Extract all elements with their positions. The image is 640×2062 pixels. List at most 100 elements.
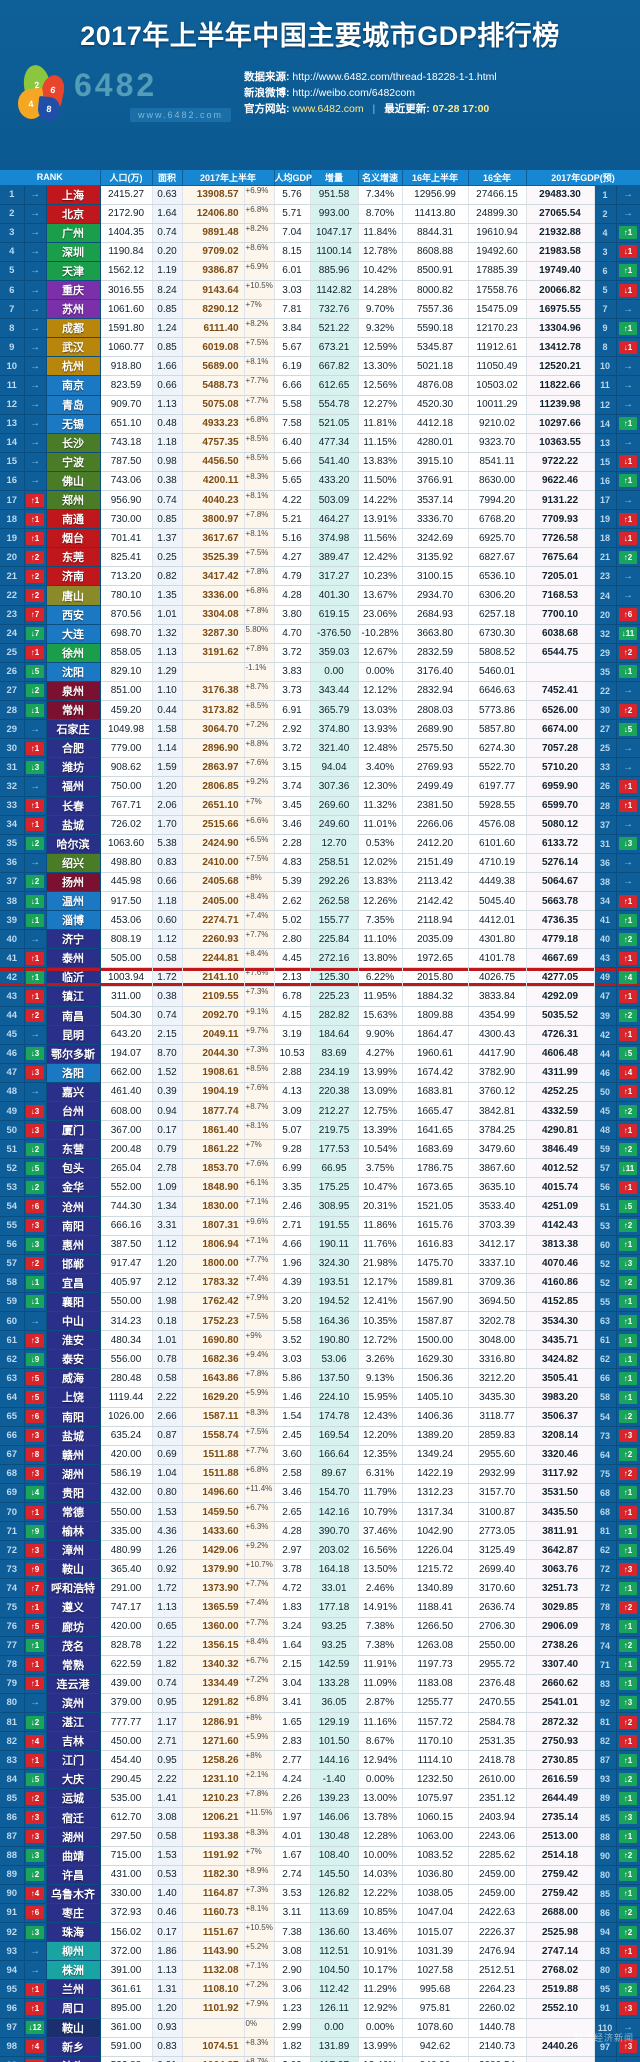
th-area[interactable]: 面积 — [152, 170, 183, 186]
th-per-capita[interactable]: 人均GDP — [274, 170, 312, 186]
table-row[interactable]: 52 ↓5 包头 265.04 2.78 1853.70 +7.6% 6.99 66.95 3.7… — [0, 1158, 640, 1179]
th-population[interactable]: 人口(万) — [100, 170, 153, 186]
th-full-2016[interactable]: 16全年 — [468, 170, 527, 186]
table-row[interactable]: 35 ↓2 哈尔滨 1063.60 5.38 2424.90 +6.5% 2.28 12.70 0… — [0, 834, 640, 854]
th-increment[interactable]: 增量 — [310, 170, 359, 186]
table-row[interactable]: 29 → 石家庄 1049.98 1.58 3064.70 +7.2% 2.92 374.80 1… — [0, 719, 640, 740]
table-row[interactable]: 77 ↑1 茂名 828.78 1.22 1356.15 +8.4% 1.64 93.25 7.3… — [0, 1636, 640, 1656]
table-row[interactable]: 84 ↓5 大庆 290.45 2.22 1231.10 +2.1% 4.24 -1.40 0.0… — [0, 1769, 640, 1790]
table-row[interactable]: 73 ↑9 鞍山 365.40 0.92 1379.90 +10.7% 3.78 164.18 1… — [0, 1559, 640, 1580]
table-row[interactable]: 9 → 武汉 1060.77 0.85 6019.08 +7.5% 5.67 673.21 12.… — [0, 337, 640, 358]
table-row[interactable]: 26 ↓5 沈阳 829.10 1.29 -1.1% 3.83 0.00 0.00% 3176.4… — [0, 662, 640, 682]
table-row[interactable]: 57 ↑2 邯郸 917.47 1.20 1800.00 +7.7% 1.96 324.30 21… — [0, 1254, 640, 1274]
source-url[interactable]: http://www.6482.com/thread-18228-1-1.htm… — [292, 71, 497, 83]
table-row[interactable]: 80 → 滨州 379.00 0.95 1291.82 +6.8% 3.41 36.05 2.87… — [0, 1693, 640, 1714]
table-row[interactable]: 43 ↑1 镇江 311.00 0.38 2109.55 +7.3% 6.78 225.23 11… — [0, 986, 640, 1007]
table-row[interactable]: 40 → 济宁 808.19 1.12 2260.93 +7.7% 2.80 225.84 11.… — [0, 929, 640, 950]
table-row[interactable]: 12 → 青岛 909.70 1.13 5075.08 +7.7% 5.58 554.78 12.… — [0, 395, 640, 415]
table-row[interactable]: 4 → 深圳 1190.84 0.20 9709.02 +8.6% 8.15 1100.14 12… — [0, 242, 640, 262]
table-row[interactable]: 42 ↑1 临沂 1003.94 1.72 2141.10 +7.6% 2.13 125.30 6… — [0, 967, 640, 988]
table-row[interactable]: 17 ↑1 郑州 956.90 0.74 4040.23 +8.1% 4.22 503.09 14… — [0, 490, 640, 511]
th-h1-2016[interactable]: 16年上半年 — [402, 170, 469, 186]
table-row[interactable]: 83 ↑1 江门 454.40 0.95 1258.26 +8% 2.77 144.16 12.9… — [0, 1750, 640, 1771]
table-row[interactable]: 21 ↑2 济南 713.20 0.82 3417.42 +7.8% 4.79 317.27 10… — [0, 566, 640, 587]
table-row[interactable]: 20 ↑2 东莞 825.41 0.25 3525.39 +7.5% 4.27 389.47 12… — [0, 547, 640, 568]
table-row[interactable]: 81 ↓2 湛江 777.77 1.17 1286.91 +8% 1.65 129.19 11.1… — [0, 1712, 640, 1733]
table-row[interactable]: 63 ↑5 威海 280.48 0.58 1643.86 +7.8% 5.86 137.50 9.… — [0, 1368, 640, 1389]
table-row[interactable]: 8 → 成都 1591.80 1.24 6111.40 +8.2% 3.84 521.22 9.3… — [0, 318, 640, 339]
table-row[interactable]: 14 → 长沙 743.18 1.18 4757.35 +8.5% 6.40 477.34 11.… — [0, 433, 640, 453]
table-row[interactable]: 64 ↑5 上饶 1119.44 2.22 1629.20 +5.9% 1.46 224.10 1… — [0, 1387, 640, 1408]
table-row[interactable]: 39 ↓1 淄博 453.06 0.60 2274.71 +7.4% 5.02 155.77 7.… — [0, 910, 640, 931]
weibo-url[interactable]: http://weibo.com/6482com — [292, 87, 415, 99]
table-row[interactable]: 98 ↑4 新乡 591.00 0.83 1074.51 +8.3% 1.82 131.89 13… — [0, 2037, 640, 2057]
th-rank[interactable]: RANK — [0, 170, 101, 186]
table-row[interactable]: 32 → 福州 750.00 1.20 2806.85 +9.2% 3.74 307.36 12.… — [0, 776, 640, 797]
table-row[interactable]: 34 ↑1 盐城 726.02 1.70 2515.66 +6.6% 3.46 249.60 11… — [0, 815, 640, 835]
table-row[interactable]: 82 ↑4 吉林 450.00 2.71 1271.60 +5.9% 2.83 101.50 8.… — [0, 1731, 640, 1752]
table-row[interactable]: 10 → 杭州 918.80 1.66 5689.00 +8.1% 6.19 667.82 13.… — [0, 356, 640, 377]
table-row[interactable]: 76 ↑5 廊坊 420.00 0.65 1360.00 +7.7% 3.24 93.25 7.3… — [0, 1617, 640, 1637]
table-row[interactable]: 3 → 广州 1404.35 0.74 9891.48 +8.2% 7.04 1047.17 11… — [0, 223, 640, 243]
table-row[interactable]: 89 ↓2 许昌 431.00 0.53 1182.30 +8.9% 2.74 145.50 14… — [0, 1865, 640, 1885]
table-row[interactable]: 18 ↑1 南通 730.00 0.85 3800.97 +7.8% 5.21 464.27 13… — [0, 509, 640, 530]
table-row[interactable]: 48 → 嘉兴 461.40 0.39 1904.19 +7.6% 4.13 220.38 13.… — [0, 1082, 640, 1103]
site-url[interactable]: www.6482.com — [292, 103, 364, 115]
table-row[interactable]: 75 ↑1 遵义 747.17 1.13 1365.59 +7.4% 1.83 177.18 14… — [0, 1597, 640, 1618]
table-row[interactable]: 38 ↓1 温州 917.50 1.18 2405.00 +8.4% 2.62 262.58 12… — [0, 891, 640, 912]
table-row[interactable]: 27 ↓2 泉州 851.00 1.10 3176.38 +8.7% 3.73 343.44 12… — [0, 681, 640, 702]
table-row[interactable]: 22 ↑2 唐山 780.10 1.35 3336.00 +6.8% 4.28 401.30 13… — [0, 585, 640, 606]
table-row[interactable]: 55 ↑3 南阳 666.16 3.31 1807.31 +9.6% 2.71 191.55 11… — [0, 1216, 640, 1236]
table-row[interactable]: 13 → 无锡 651.10 0.48 4933.23 +6.8% 7.58 521.05 11.… — [0, 414, 640, 434]
table-row[interactable]: 30 ↑1 合肥 779.00 1.14 2896.90 +8.8% 3.72 321.40 12… — [0, 738, 640, 759]
table-row[interactable]: 78 ↑1 常熟 622.59 1.82 1340.32 +6.7% 2.15 142.59 11… — [0, 1655, 640, 1675]
table-row[interactable]: 69 ↓4 贵阳 432.00 0.80 1496.60 +11.4% 3.46 154.70 1… — [0, 1483, 640, 1503]
table-row[interactable]: 74 ↑7 呼和浩特 291.00 1.72 1373.90 +7.7% 4.72 33.01 2… — [0, 1578, 640, 1599]
table-row[interactable]: 67 ↑8 赣州 420.00 0.69 1511.88 +7.7% 3.60 166.64 12… — [0, 1445, 640, 1465]
table-row[interactable]: 71 ↑9 榆林 335.00 4.36 1433.60 +6.3% 4.28 390.70 37… — [0, 1521, 640, 1542]
table-row[interactable]: 36 → 绍兴 498.80 0.83 2410.00 +7.5% 4.83 258.51 12.… — [0, 853, 640, 873]
table-row[interactable]: 7 → 苏州 1061.60 0.85 8290.12 +7% 7.81 732.76 9.70%… — [0, 299, 640, 320]
table-row[interactable]: 70 ↑1 常德 550.00 1.53 1459.50 +6.7% 2.65 142.16 10… — [0, 1502, 640, 1523]
table-row[interactable]: 5 → 天津 1562.12 1.19 9386.87 +6.9% 6.01 885.96 10.… — [0, 261, 640, 281]
table-row[interactable]: 59 ↓1 襄阳 550.00 1.98 1762.42 +7.9% 3.20 194.52 12… — [0, 1292, 640, 1313]
table-row[interactable]: 87 ↑3 湖州 297.50 0.58 1193.38 +8.3% 4.01 130.48 12… — [0, 1827, 640, 1847]
table-row[interactable]: 85 ↑2 运城 535.00 1.41 1210.23 +7.8% 2.26 139.23 13… — [0, 1788, 640, 1809]
table-row[interactable]: 90 ↑4 乌鲁木齐 330.00 1.40 1164.87 +7.3% 3.53 126.82… — [0, 1884, 640, 1904]
table-row[interactable]: 23 ↑7 西安 870.56 1.01 3304.08 +7.8% 3.80 619.15 23… — [0, 605, 640, 625]
table-row[interactable]: 1 → 上海 2415.27 0.63 13908.57 +6.9% 5.76 951.58 7.… — [0, 185, 640, 205]
th-forecast-2017[interactable]: 2017年GDP(预) — [526, 170, 640, 186]
table-row[interactable]: 19 ↑1 烟台 701.41 1.37 3617.67 +8.1% 5.16 374.98 11… — [0, 528, 640, 549]
table-row[interactable]: 47 ↓3 洛阳 662.00 1.52 1908.61 +8.5% 2.88 234.19 13… — [0, 1063, 640, 1083]
table-row[interactable]: 45 → 昆明 643.20 2.15 2049.11 +9.7% 3.19 184.64 9.9… — [0, 1025, 640, 1045]
table-row[interactable]: 44 ↑2 南昌 504.30 0.74 2092.70 +9.1% 4.15 282.82 15… — [0, 1006, 640, 1026]
table-row[interactable]: 6 → 重庆 3016.55 8.24 9143.64 +10.5% 3.03 1142.82 1… — [0, 280, 640, 301]
table-row[interactable]: 41 ↑1 泰州 505.00 0.58 2244.81 +8.4% 4.45 272.16 13… — [0, 948, 640, 969]
table-row[interactable]: 54 ↑6 沧州 744.30 1.34 1830.00 +7.1% 2.46 308.95 20… — [0, 1196, 640, 1217]
table-row[interactable]: 88 ↓3 曲靖 715.00 1.53 1191.92 +7% 1.67 108.40 10.0… — [0, 1846, 640, 1866]
table-row[interactable]: 60 → 中山 314.23 0.18 1752.23 +7.5% 5.58 164.36 10.… — [0, 1311, 640, 1332]
table-row[interactable]: 58 ↓1 宜昌 405.97 2.12 1783.32 +7.4% 4.39 193.51 12… — [0, 1273, 640, 1293]
table-row[interactable]: 25 ↑1 徐州 858.05 1.13 3191.62 +7.8% 3.72 359.03 12… — [0, 643, 640, 663]
table-row[interactable]: 11 → 南京 823.59 0.66 5488.73 +7.7% 6.66 612.65 12.… — [0, 375, 640, 396]
table-row[interactable]: 86 ↑3 宿迁 612.70 3.08 1206.21 +11.5% 1.97 146.06 1… — [0, 1807, 640, 1828]
table-row[interactable]: 61 ↑3 淮安 480.34 1.01 1690.80 +9% 3.52 190.80 12.7… — [0, 1330, 640, 1351]
table-row[interactable]: 62 ↓9 泰安 556.00 0.78 1682.36 +9.4% 3.03 53.06 3.2… — [0, 1349, 640, 1370]
table-row[interactable]: 92 ↓3 珠海 156.02 0.17 1151.67 +10.5% 7.38 136.60 1… — [0, 1922, 640, 1943]
table-row[interactable]: 72 ↑3 漳州 480.99 1.26 1429.06 +9.2% 2.97 203.02 16… — [0, 1540, 640, 1561]
table-row[interactable]: 28 ↓1 常州 459.20 0.44 3173.82 +8.5% 6.91 365.79 13… — [0, 700, 640, 721]
th-nominal-growth[interactable]: 名义增速 — [358, 170, 403, 186]
table-row[interactable]: 31 ↓3 潍坊 908.62 1.59 2863.97 +7.6% 3.15 94.04 3.4… — [0, 757, 640, 778]
table-row[interactable]: 79 ↑1 连云港 439.00 0.74 1334.49 +7.2% 3.04 133.28 1… — [0, 1674, 640, 1694]
table-row[interactable]: 2 → 北京 2172.90 1.64 12406.80 +6.8% 5.71 993.00 8.… — [0, 204, 640, 224]
table-row[interactable]: 16 → 佛山 743.06 0.38 4200.11 +8.3% 5.65 433.20 11.… — [0, 471, 640, 492]
table-row[interactable]: 68 ↑3 湖州 586.19 1.04 1511.88 +6.8% 2.58 89.67 6.3… — [0, 1464, 640, 1484]
table-row[interactable]: 15 → 宁波 787.50 0.98 4456.50 +8.5% 5.66 541.40 13.… — [0, 452, 640, 472]
table-row[interactable]: 66 ↑3 盐城 635.24 0.87 1558.74 +7.5% 2.45 169.54 12… — [0, 1426, 640, 1446]
table-row[interactable]: 56 ↓3 惠州 387.50 1.12 1806.94 +7.1% 4.66 190.11 11… — [0, 1235, 640, 1255]
table-row[interactable]: 65 ↑6 南阳 1026.00 2.66 1587.11 +8.3% 1.54 174.78 1… — [0, 1407, 640, 1427]
table-row[interactable]: 51 ↓2 东营 200.48 0.79 1861.22 +7% 9.28 177.53 10.5… — [0, 1139, 640, 1160]
table-row[interactable]: 94 → 株洲 391.00 1.13 1132.08 +7.1% 2.90 104.50 10.… — [0, 1960, 640, 1981]
table-row[interactable]: 53 ↓2 金华 552.00 1.09 1848.90 +6.1% 3.35 175.25 10… — [0, 1177, 640, 1198]
table-row[interactable]: 33 ↑1 长春 767.71 2.06 2651.10 +7% 3.45 269.60 11.3… — [0, 796, 640, 816]
